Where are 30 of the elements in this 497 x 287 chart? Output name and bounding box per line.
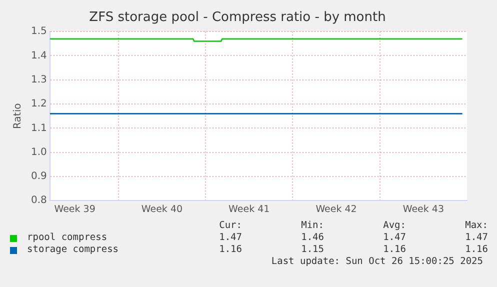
y-tick-label: 0.8 <box>30 195 47 206</box>
y-tick-label: 1.1 <box>30 122 47 134</box>
text: Cur: <box>218 220 242 232</box>
x-tick-label: Week 40 <box>141 204 183 215</box>
text: 1.16 <box>218 244 242 256</box>
text: 1.47 <box>382 232 406 244</box>
x-tick-label: Week 42 <box>316 204 357 215</box>
text: Min: <box>300 220 324 232</box>
y-tick-label: 1.3 <box>30 74 47 86</box>
y-tick-label: 1.4 <box>30 50 47 62</box>
text: 1.46 <box>300 232 324 244</box>
text: 1.47 <box>218 232 242 244</box>
text: 1.16 <box>382 244 406 256</box>
y-tick-label: 0.9 <box>30 171 47 182</box>
text: Last update: Sun Oct 26 15:00:25 2025 <box>270 256 484 267</box>
y-tick-label: 1.2 <box>30 98 47 110</box>
chart-title: ZFS storage pool - Compress ratio - by month <box>89 10 386 26</box>
text: 1.47 <box>464 232 488 244</box>
y-axis-title: Ratio <box>12 103 24 129</box>
x-tick-label: Week 43 <box>402 204 444 215</box>
text: Max: <box>464 220 488 232</box>
legend-label: storage compress <box>27 244 119 256</box>
y-tick-label: 1.5 <box>30 26 47 38</box>
legend-label: rpool compress <box>27 232 108 244</box>
text: 1.16 <box>464 244 488 256</box>
text: Avg: <box>382 220 406 232</box>
x-tick-label: Week 39 <box>54 204 96 215</box>
x-tick-label: Week 41 <box>228 204 270 215</box>
text: 1.15 <box>300 244 324 256</box>
y-tick-label: 1.0 <box>30 146 47 158</box>
